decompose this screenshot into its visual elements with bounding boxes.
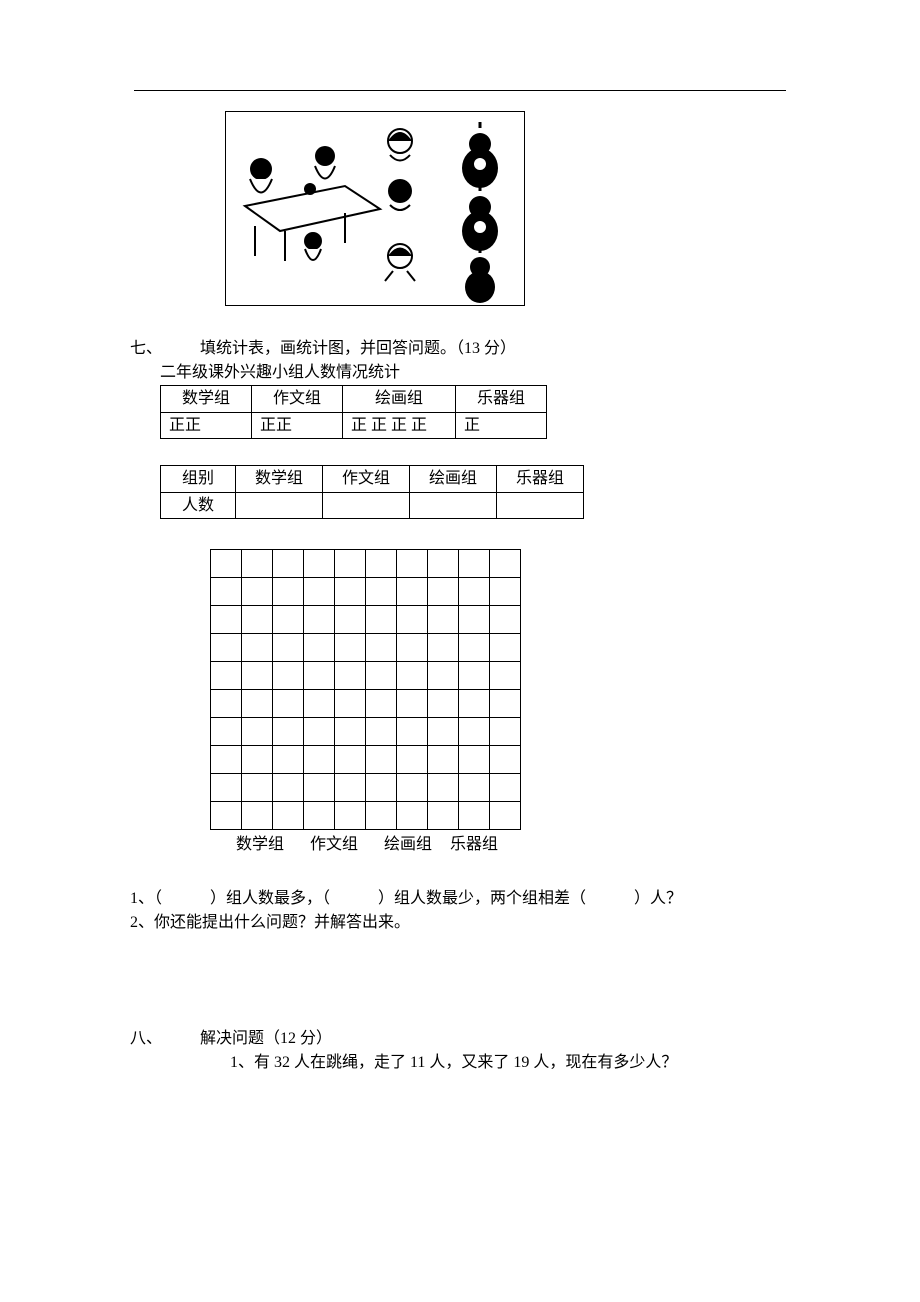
illustration xyxy=(225,111,790,311)
tally-header: 作文组 xyxy=(252,386,343,413)
chart-label: 作文组 xyxy=(310,834,358,856)
question-2: 2、你还能提出什么问题？并解答出来。 xyxy=(130,911,790,935)
data-blank[interactable] xyxy=(323,492,410,519)
table-row: 数学组 作文组 绘画组 乐器组 xyxy=(161,386,547,413)
section-7-subtitle: 二年级课外兴趣小组人数情况统计 xyxy=(160,361,790,385)
data-header: 作文组 xyxy=(323,466,410,493)
data-header: 绘画组 xyxy=(410,466,497,493)
data-header: 数学组 xyxy=(236,466,323,493)
section-7-number: 七、 xyxy=(130,337,200,361)
section-8: 八、 解决问题（12 分） 1、有 32 人在跳绳，走了 11 人，又来了 19… xyxy=(130,1027,790,1075)
tally-cell: 正 xyxy=(456,412,547,439)
data-blank[interactable] xyxy=(497,492,584,519)
top-rule xyxy=(134,90,786,91)
chart-label: 绘画组 xyxy=(384,834,432,856)
data-header: 乐器组 xyxy=(497,466,584,493)
chart-label: 数学组 xyxy=(236,834,284,856)
tally-cell: 正 正 正 正 xyxy=(343,412,456,439)
section-8-number: 八、 xyxy=(130,1027,200,1075)
table-row: 人数 xyxy=(161,492,584,519)
tally-table: 数学组 作文组 绘画组 乐器组 正正 正正 正 正 正 正 正 xyxy=(160,385,547,439)
section-8-title: 解决问题（12 分） xyxy=(200,1027,677,1051)
chart-label: 乐器组 xyxy=(450,834,498,856)
data-blank[interactable] xyxy=(236,492,323,519)
section-7-questions: 1、（ ）组人数最多，（ ）组人数最少，两个组相差（ ）人？ 2、你还能提出什么… xyxy=(130,887,790,935)
tally-header: 绘画组 xyxy=(343,386,456,413)
section-7: 七、 填统计表，画统计图，并回答问题。（13 分） xyxy=(130,337,790,361)
tally-header: 数学组 xyxy=(161,386,252,413)
chart-axis-labels: 数学组 作文组 绘画组 乐器组 xyxy=(210,834,790,856)
tally-cell: 正正 xyxy=(161,412,252,439)
section-7-title: 填统计表，画统计图，并回答问题。（13 分） xyxy=(200,337,790,361)
table-row: 正正 正正 正 正 正 正 正 xyxy=(161,412,547,439)
chart-grid[interactable] xyxy=(210,549,521,830)
question-1: 1、（ ）组人数最多，（ ）组人数最少，两个组相差（ ）人？ xyxy=(130,887,790,911)
chart-area: 数学组 作文组 绘画组 乐器组 xyxy=(210,549,790,856)
scene-svg xyxy=(225,111,525,306)
worksheet-page: 七、 填统计表，画统计图，并回答问题。（13 分） 二年级课外兴趣小组人数情况统… xyxy=(0,0,920,1302)
table-row: 组别 数学组 作文组 绘画组 乐器组 xyxy=(161,466,584,493)
data-blank[interactable] xyxy=(410,492,497,519)
data-header: 组别 xyxy=(161,466,236,493)
tally-cell: 正正 xyxy=(252,412,343,439)
data-table: 组别 数学组 作文组 绘画组 乐器组 人数 xyxy=(160,465,584,519)
tally-header: 乐器组 xyxy=(456,386,547,413)
section-8-q1: 1、有 32 人在跳绳，走了 11 人，又来了 19 人，现在有多少人？ xyxy=(230,1051,677,1075)
data-row-label: 人数 xyxy=(161,492,236,519)
